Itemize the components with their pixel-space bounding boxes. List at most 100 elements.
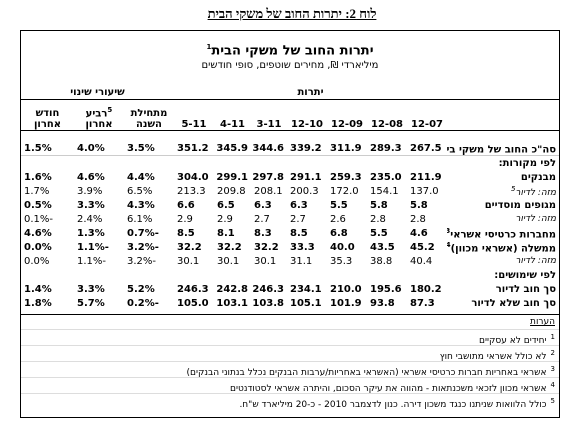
- group-header: שיעורי שינוי: [20, 85, 174, 101]
- column-note: 5: [107, 106, 113, 114]
- row-label: מגופים מוסדיים: [447, 198, 559, 212]
- cell: 297.8: [252, 171, 284, 183]
- row-label-text: מזה: לדיור: [515, 214, 556, 225]
- cell: 87.3: [410, 297, 435, 309]
- cell: 1.7%: [23, 185, 50, 197]
- data-table: יתרות שיעורי שינוי 12-07 12-08 12-09 12-10 3-1…: [20, 85, 559, 310]
- note-text: אשראי באחריות חברות כרטיסי אשראי (האשראי…: [186, 368, 547, 379]
- cell: 6.1%: [126, 213, 153, 225]
- cell: 43.5: [370, 241, 395, 253]
- cell: 5.8: [370, 199, 388, 211]
- cell: 172.0: [330, 185, 359, 197]
- row-label-text: סך חוב שלא לדיור: [471, 297, 556, 309]
- cell: 30.1: [176, 255, 200, 267]
- cell: 291.1: [290, 171, 322, 183]
- row-label: מזה: לדיור: [447, 212, 559, 226]
- note-text: לא כולל אשראי מתושבי חוץ: [439, 352, 547, 363]
- cell: 31.1: [290, 255, 313, 267]
- row-label-text: סך חוב לדיור: [495, 283, 556, 295]
- column-header: 4-11: [214, 99, 251, 132]
- cell: 6.5: [217, 199, 235, 211]
- column-header: 5-11: [173, 99, 214, 132]
- cell: 4.3%: [126, 199, 155, 211]
- cell: 6.3: [290, 199, 308, 211]
- column-label: 12-08: [371, 119, 403, 131]
- cell: -3.2%: [126, 241, 159, 253]
- cell: 209.8: [217, 185, 246, 197]
- caption: לוח 2: יתרות החוב של משקי הבית: [207, 6, 377, 21]
- row-label: סך חוב לדיור: [447, 282, 559, 296]
- table-row: סך חוב לדיור 180.2 195.6 210.0 234.1 246.3 242…: [21, 282, 559, 296]
- cell: 5.7%: [76, 297, 105, 309]
- table-title: יתרות החוב של משקי הבית1: [21, 43, 559, 58]
- column-label: 12-10: [291, 119, 323, 131]
- cell: 2.7: [254, 213, 270, 225]
- column-header: 5רביע אחרון: [73, 99, 124, 132]
- cell: 339.2: [287, 141, 327, 157]
- column-header-row: 12-07 12-08 12-09 12-10 3-11 4-11 5-11 מתחילת ה…: [20, 99, 559, 132]
- cell: 2.8: [370, 213, 386, 225]
- blank-cell: [21, 156, 447, 171]
- cell: 345.9: [214, 141, 251, 157]
- column-label: חודש אחרון: [33, 108, 61, 131]
- column-header: 12-09: [327, 99, 367, 132]
- row-label: מזה: לדיור5: [447, 184, 559, 198]
- cell: 30.1: [217, 255, 240, 267]
- cell: 6.6: [176, 199, 195, 211]
- row-label: מזה: לדיור: [447, 254, 559, 268]
- row-label-text: לפי מקורות:: [498, 157, 556, 169]
- cell: 3.5%: [123, 141, 174, 157]
- cell: 30.1: [254, 255, 277, 267]
- column-header: 12-10: [287, 99, 327, 132]
- cell: -0.2%: [126, 297, 159, 309]
- table-box: יתרות החוב של משקי הבית1 מיליארדי ₪, מחי…: [20, 30, 560, 418]
- cell: 103.1: [216, 297, 248, 309]
- cell: 6.3: [254, 199, 272, 211]
- cell: 304.0: [176, 171, 209, 183]
- column-label: 5-11: [181, 119, 207, 131]
- spacer-row: [21, 131, 559, 142]
- cell: 234.1: [290, 283, 322, 295]
- column-header: 12-07: [407, 99, 447, 132]
- column-label: רביע אחרון: [85, 108, 113, 131]
- cell: 2.9: [176, 213, 193, 225]
- row-label-text: מבנקים: [520, 171, 556, 183]
- cell: 101.9: [330, 297, 362, 309]
- note-number: 1: [550, 333, 555, 342]
- cell: 351.2: [173, 141, 214, 157]
- column-label: 4-11: [219, 119, 246, 131]
- cell: 5.8: [410, 199, 428, 211]
- cell: 8.3: [254, 227, 272, 239]
- table-row: מחברות כרטיסי אשראי3 4.6 5.5 6.8 8.5 8.3 8.1 8.…: [21, 226, 559, 240]
- table-row: ממשלה (אשראי מכוון)4 45.2 43.5 40.0 33.3 32.2…: [21, 240, 559, 254]
- notes-title: הערות: [530, 317, 555, 328]
- cell: 6.8: [330, 227, 348, 239]
- cell: 2.6: [330, 213, 346, 225]
- note-number: 5: [550, 397, 555, 406]
- row-label-text: מזה: לדיור: [515, 256, 556, 267]
- cell: 195.6: [370, 283, 402, 295]
- cell: 8.5: [176, 227, 195, 239]
- cell: 33.3: [290, 241, 315, 253]
- row-note: 3: [447, 226, 451, 235]
- table-row: לפי מקורות:: [21, 156, 559, 171]
- table-row: מבנקים 211.9 235.0 259.3 291.1 297.8 299.1 304.…: [21, 170, 559, 184]
- cell: 105.1: [290, 297, 322, 309]
- table-row: מזה: לדיור5 137.0 154.1 172.0 200.3 208.1 209.…: [21, 184, 559, 198]
- note-text: כולל הלוואות שניתנו כנגד משכון דירה. כנו…: [239, 400, 547, 411]
- column-label: מתחילת השנה: [130, 108, 168, 131]
- cell: 105.0: [176, 297, 209, 309]
- column-label: 12-07: [411, 119, 443, 131]
- cell: 3.9%: [76, 185, 103, 197]
- cell: 2.4%: [76, 213, 103, 225]
- cell: 180.2: [410, 283, 442, 295]
- cell: -1.1%: [76, 241, 109, 253]
- cell: 4.6%: [23, 227, 52, 239]
- cell: 93.8: [370, 297, 395, 309]
- cell: 103.8: [252, 297, 284, 309]
- row-label: לפי מקורות:: [447, 156, 559, 171]
- table-subtitle: מיליארדי ₪, מחירים שוטפים, סופי חודשים: [201, 60, 379, 72]
- cell: 0.5%: [23, 199, 52, 211]
- group-header-row: יתרות שיעורי שינוי: [20, 85, 559, 101]
- column-header: 3-11: [251, 99, 287, 132]
